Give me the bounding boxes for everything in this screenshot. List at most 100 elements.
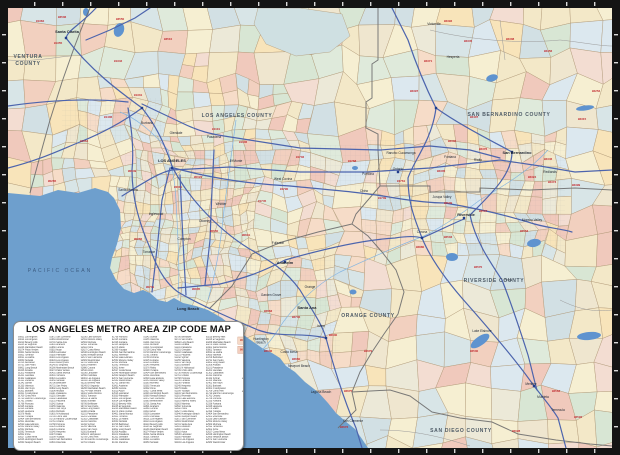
zip-index-entry: 90731 San Pedro: [205, 359, 224, 362]
zip-index-entry: 92701 Santa Ana: [80, 361, 99, 365]
zip-index-entry: 91601 N Hollywood: [18, 392, 38, 395]
zip-index-entry: 90650 Norwalk: [80, 400, 96, 403]
zip-index-entry: 92335 Fontana: [18, 405, 34, 408]
zip-index-entry: 92592 Temecula: [143, 384, 160, 388]
zip-index-entry: 91342 Sylmar: [174, 356, 189, 359]
county-label: LOS ANGELES COUNTY: [202, 113, 273, 119]
zip-index-entry: 91768 Pomona: [49, 423, 65, 426]
zip-code-label: 92376: [479, 147, 488, 151]
zip-index-entry: 90631 La Habra: [18, 356, 35, 359]
zip-index-entry: 92602 Irvine: [80, 346, 94, 349]
city-label: Garden Grove: [261, 293, 281, 297]
zip-index-entry: 92880 Corona: [49, 346, 64, 349]
zip-index-entry: 90650 Norwalk: [49, 379, 65, 382]
zip-area-swatches: 900019000290003900049000590006: [237, 336, 243, 354]
zip-index-entry: 91101 Pasadena: [49, 392, 67, 395]
county-label: VENTURA: [13, 54, 42, 60]
zip-index-entry: 91302 Calabasas: [49, 397, 68, 400]
zip-index-entry: 92336 Fontana: [111, 341, 128, 344]
zip-index-entry: 91331 Pacoima: [174, 353, 191, 357]
zip-index-entry: 92553 Moreno Valley: [18, 425, 40, 429]
zip-code-label: 90805: [192, 287, 201, 291]
city-label: Victorville: [427, 22, 441, 26]
zip-code-label: 92672: [340, 425, 349, 429]
zip-index-entry: 90650 Norwalk: [111, 420, 128, 423]
zip-index-entry: 91761 Ontario: [49, 420, 64, 423]
zip-index-entry: 92376 Rialto: [111, 346, 125, 349]
zip-index-entry: 92627 Costa Mesa: [18, 435, 38, 439]
zip-index-entry: 91331 Pacoima: [49, 400, 66, 403]
zip-index-entry: 90731 San Pedro: [174, 338, 193, 341]
zip-index-entry: 91006 Arcadia: [80, 410, 96, 413]
zip-index-entry: 90001 Los Angeles: [49, 356, 69, 359]
street-grid: [365, 140, 565, 250]
zip-index-entry: 91768 Pomona: [111, 336, 128, 339]
zip-index-entry: 92404 San Bernardino: [143, 371, 166, 375]
zip-index-entry: 90501 Torrance: [80, 394, 97, 398]
city-label: Hesperia: [447, 55, 460, 59]
zip-index-entry: 92404 San Bernardino: [18, 418, 41, 421]
zip-index-entry: 92701 Santa Ana: [174, 423, 192, 426]
zip-index-entry: 92345 Hesperia: [143, 364, 160, 367]
zip-index-entry: 91006 Arcadia: [111, 430, 127, 434]
zip-index-entry: 90802 Long Beach: [80, 407, 100, 411]
zip-index-entry: 91601 N Hollywood: [143, 346, 163, 349]
zip-index-entry: 91331 Pacoima: [80, 420, 97, 423]
zip-index-entry: 93510 Acton: [143, 410, 156, 413]
zip-index-entry: 90001 Los Angeles: [111, 397, 132, 400]
zip-index-entry: 90210 Beverly Hills: [111, 402, 132, 406]
zip-code-label: 92679: [364, 349, 373, 353]
zip-index-entry: 91331 Pacoima: [18, 379, 34, 382]
zip-index-entry: 92602 Irvine: [111, 366, 125, 370]
city-label: Corona: [417, 230, 428, 234]
zip-index-entry: 93536 Lancaster: [80, 371, 98, 375]
zip-index-entry: 92701 Santa Ana: [143, 402, 161, 406]
zip-code-label: 90049: [128, 169, 137, 173]
zip-index-entry: 91601 N Hollywood: [205, 387, 226, 390]
zip-index-entry: 91730 Rancho Cucamonga: [49, 418, 77, 421]
zip-index-entry: 92399 Yucaipa: [205, 410, 221, 413]
zip-index-entry: 93550 Palmdale: [143, 415, 160, 418]
zip-index-entry: 91730 Rancho Cucamonga: [205, 392, 234, 395]
zip-index-entry: 92701 Santa Ana: [111, 382, 130, 385]
zip-index-entry: 91302 Calabasas: [18, 377, 36, 380]
zip-index-entry: 90210 Beverly Hills: [18, 341, 38, 344]
zip-index-entry: 90034 Los Angeles: [18, 338, 38, 341]
zip-code-label: 93510: [164, 37, 173, 41]
zip-code-label: 93536: [58, 15, 67, 19]
zip-index-entry: 91730 Rancho Cucamonga: [18, 397, 46, 400]
county-boundaries: [29, 8, 612, 447]
zip-index-entry: 91101 Pasadena: [174, 346, 192, 349]
zip-index-entry: 92683 Westminster: [49, 338, 69, 341]
zip-index-entry: 92404 San Bernardino: [111, 351, 135, 354]
zip-index-entry: 90631 La Habra: [80, 397, 97, 400]
zip-index-entry: 92336 Fontana: [18, 407, 34, 411]
interchange-marker: [396, 170, 400, 174]
city-label: Santa Monica: [118, 188, 138, 192]
zip-index-entry: 90706 Bellflower: [49, 382, 67, 385]
zip-index-entry: 92563 Murrieta: [174, 402, 190, 406]
zip-index-entry: 92646 Huntington Beach: [18, 438, 44, 441]
zip-index-entry: 90802 Long Beach: [205, 361, 225, 365]
city-label: Lake Elsinore: [472, 329, 492, 333]
zip-index-entry: 91730 Rancho Cucamonga: [174, 371, 203, 375]
zip-index-entry: 92646 Huntington Beach: [205, 433, 231, 436]
zip-index-entry: 92501 Riverside: [18, 420, 35, 423]
zip-code-label: 90011: [174, 185, 183, 189]
zip-index-entry: 91730 Rancho Cucamonga: [143, 351, 171, 354]
zip-index-entry: 90706 Bellflower: [111, 423, 129, 426]
city-label: Moreno Valley: [522, 218, 543, 222]
zip-code-label: 91745: [258, 199, 267, 203]
zip-index-entry: 90266 Manhattan Beach: [18, 346, 43, 349]
zip-index-entry: 92335 Fontana: [205, 400, 222, 403]
zip-index-entry: 92627 Costa Mesa: [143, 389, 163, 393]
city-label: Santa Clarita: [55, 29, 80, 34]
zip-index-entry: 91101 Pasadena: [80, 412, 98, 416]
interchange-marker: [324, 336, 328, 340]
zip-code-label: 92324: [528, 175, 537, 179]
zip-index-entry: 91501 Burbank: [49, 410, 65, 413]
zip-index-entry: 92553 Moreno Valley: [143, 379, 165, 382]
zip-index-entry: 90501 Torrance: [18, 353, 34, 357]
city-label: Perris: [504, 278, 513, 282]
